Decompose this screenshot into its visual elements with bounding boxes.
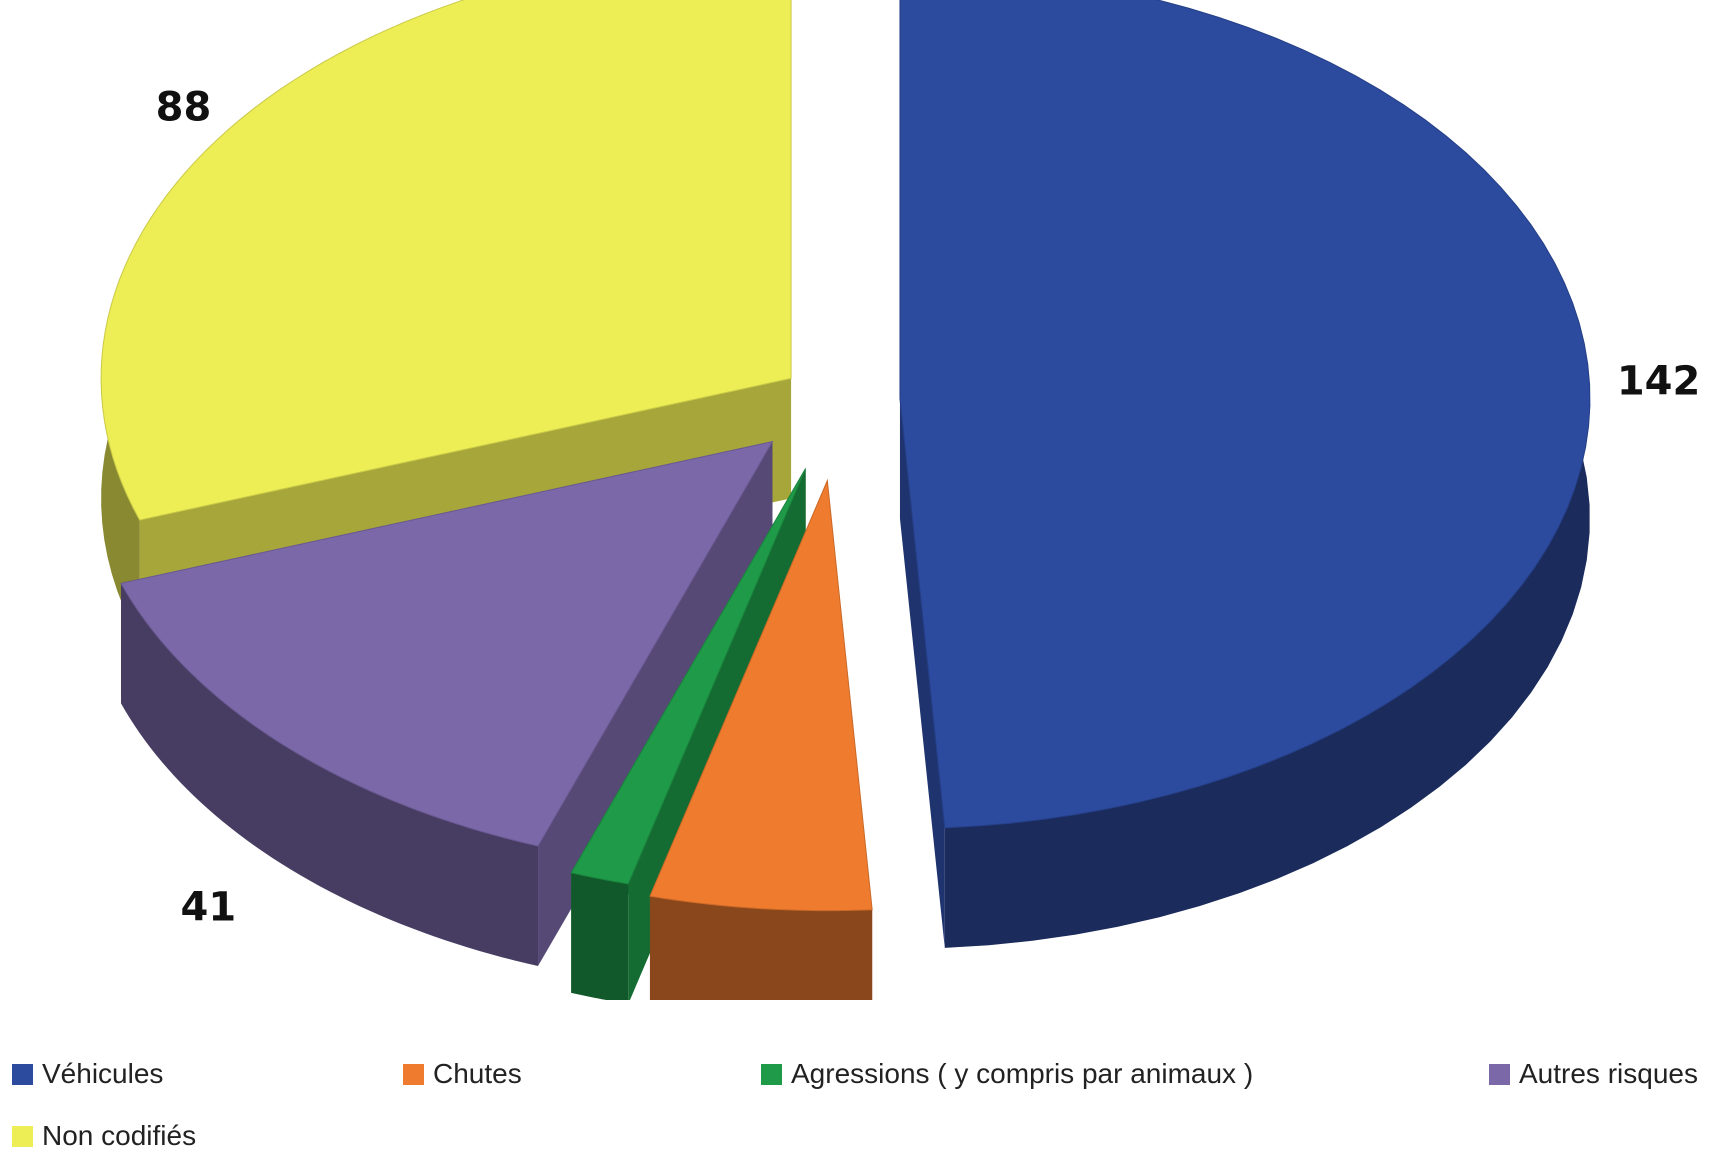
legend-item-vehicules: Véhicules [12,1058,163,1090]
slice-top-chutes [649,478,873,912]
legend-item-chutes: Chutes [403,1058,522,1090]
slice-top-vehicules [899,0,1591,829]
legend-swatch-chutes [403,1063,424,1085]
data-label-autres-risques: 41 [181,884,237,930]
legend-label-non-codifies: Non codifiés [42,1120,197,1149]
legend-swatch-agressions [761,1063,782,1085]
legend-label-agressions: Agressions ( y compris par animaux ) [791,1058,1254,1089]
legend-label-chutes: Chutes [433,1058,522,1089]
data-label-vehicules: 142 [1617,358,1701,404]
slice-vehicules [899,0,1591,948]
pie-chart: 1421544188 [100,0,1701,1000]
data-label-non-codifies: 88 [156,84,212,130]
legend-item-autres-risques: Autres risques [1489,1058,1698,1090]
slice-chutes [649,478,873,1000]
slice-side-vehicules [899,0,1590,948]
legend-swatch-non-codifies [12,1125,33,1147]
slice-top-non-codifies [100,0,792,521]
legend-item-agressions: Agressions ( y compris par animaux ) [761,1058,1253,1090]
legend-swatch-autres-risques [1489,1063,1510,1085]
legend-label-autres-risques: Autres risques [1519,1058,1698,1089]
slice-top-agressions [570,468,807,885]
legend-label-vehicules: Véhicules [42,1058,164,1089]
legend-swatch-vehicules [12,1063,33,1085]
legend-item-non-codifies: Non codifiés [12,1120,196,1149]
slice-top-autres-risques [120,440,774,847]
